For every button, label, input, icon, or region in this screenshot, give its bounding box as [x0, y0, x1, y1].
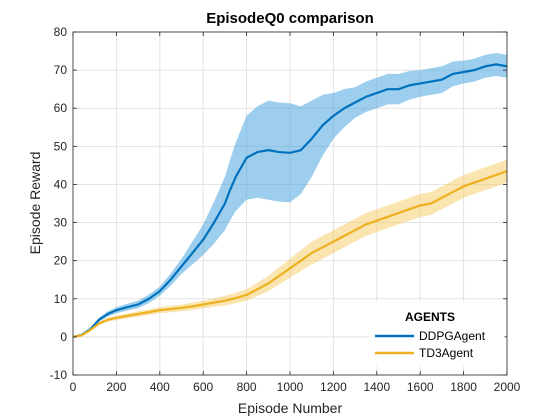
y-tick-label: 40 — [54, 177, 68, 191]
x-tick-label: 1600 — [407, 380, 434, 394]
x-tick-label: 200 — [106, 380, 126, 394]
y-tick-label: 10 — [54, 292, 68, 306]
line-td3agent — [72, 170, 508, 338]
y-tick-label: 60 — [54, 101, 68, 115]
y-axis-label: Episode Reward — [27, 152, 43, 255]
x-tick-label: 0 — [70, 380, 77, 394]
y-tick-label: 20 — [54, 254, 68, 268]
x-axis-ticks: 0 200 400 600 800 1000 1200 1400 1600 1800 2000 — [70, 32, 521, 394]
x-tick-label: 2000 — [494, 380, 521, 394]
x-tick-label: 800 — [237, 380, 257, 394]
legend: AGENTS DDPGAgent TD3Agent — [369, 301, 505, 367]
y-tick-label: 0 — [60, 330, 67, 344]
y-tick-label: 80 — [54, 25, 68, 39]
y-tick-label: 30 — [54, 216, 68, 230]
chart-title: EpisodeQ0 comparison — [206, 10, 374, 27]
legend-label-ddpgagent: DDPGAgent — [419, 329, 486, 343]
y-tick-label: 50 — [54, 139, 68, 153]
x-tick-label: 1400 — [363, 380, 390, 394]
line-ddpgagent — [72, 63, 508, 338]
x-tick-label: 1000 — [277, 380, 304, 394]
y-tick-label: -10 — [50, 368, 68, 382]
legend-box — [369, 301, 505, 367]
x-tick-label: 400 — [150, 380, 170, 394]
legend-label-td3agent: TD3Agent — [419, 346, 474, 360]
x-tick-label: 600 — [193, 380, 213, 394]
series-lines — [72, 63, 508, 338]
band-td3agent — [73, 159, 507, 338]
x-tick-label: 1200 — [320, 380, 347, 394]
y-axis-ticks: -10 0 10 20 30 40 50 60 70 80 — [50, 25, 507, 382]
legend-title: AGENTS — [405, 310, 455, 324]
x-axis-label: Episode Number — [238, 400, 343, 416]
y-tick-label: 70 — [54, 63, 68, 77]
x-tick-label: 1800 — [450, 380, 477, 394]
